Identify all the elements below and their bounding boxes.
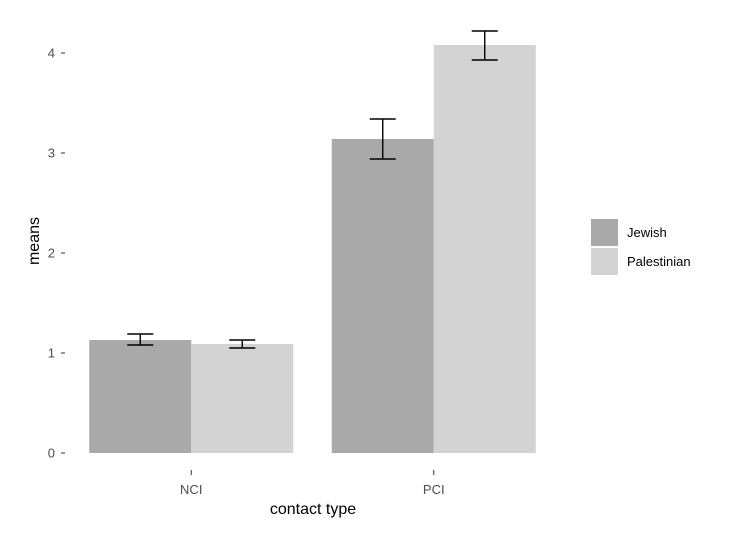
bars-layer: [89, 45, 536, 453]
legend-item-palestinian: Palestinian: [591, 248, 691, 275]
legend-label: Jewish: [627, 225, 667, 240]
y-tick-label: 4: [48, 46, 55, 61]
x-axis: NCI PCI: [180, 470, 445, 497]
legend-label: Palestinian: [627, 254, 691, 269]
y-tick-label: 0: [48, 446, 55, 461]
y-axis: 0 1 2 3 4: [48, 46, 65, 461]
legend-swatch: [591, 219, 618, 246]
error-bar-nci-jewish: [127, 333, 154, 346]
bar-nci-palestinian: [191, 344, 294, 453]
x-axis-title: contact type: [270, 501, 356, 518]
plot-area: [89, 30, 536, 453]
bar-pci-palestinian: [433, 45, 536, 453]
error-bars-layer: [127, 30, 498, 349]
y-tick-label: 2: [48, 246, 55, 261]
legend-swatch: [591, 248, 618, 275]
bar-pci-jewish: [331, 139, 434, 453]
error-bar-pci-palestinian: [471, 30, 498, 61]
bar-nci-jewish: [89, 340, 192, 453]
error-bar-pci-jewish: [369, 118, 396, 160]
error-bar-nci-palestinian: [229, 339, 256, 349]
y-axis-title: means: [26, 217, 43, 265]
x-tick-label: PCI: [423, 482, 445, 497]
x-tick-label: NCI: [180, 482, 202, 497]
legend: Jewish Palestinian: [591, 219, 691, 275]
legend-item-jewish: Jewish: [591, 219, 667, 246]
y-tick-label: 3: [48, 146, 55, 161]
y-tick-label: 1: [48, 346, 55, 361]
